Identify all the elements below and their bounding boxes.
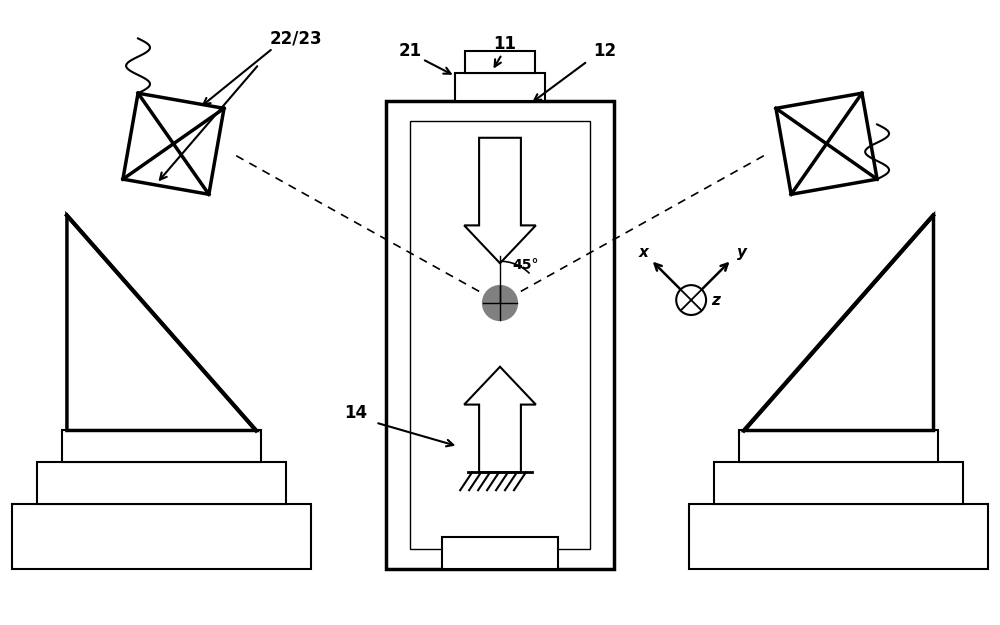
Polygon shape xyxy=(776,93,877,194)
Text: 22/23: 22/23 xyxy=(270,29,322,48)
Bar xyxy=(714,462,963,504)
Polygon shape xyxy=(744,216,933,431)
Bar xyxy=(37,462,286,504)
Bar xyxy=(62,431,261,462)
Text: 21: 21 xyxy=(399,42,422,60)
Text: 11: 11 xyxy=(493,35,516,53)
Circle shape xyxy=(483,286,517,321)
Bar xyxy=(465,51,535,73)
Bar xyxy=(386,101,614,569)
Text: 14: 14 xyxy=(344,404,367,421)
Text: 45°: 45° xyxy=(512,258,538,272)
Polygon shape xyxy=(67,216,256,431)
Bar xyxy=(410,121,590,549)
Polygon shape xyxy=(464,367,536,472)
Bar xyxy=(739,431,938,462)
Text: z: z xyxy=(711,292,720,308)
Bar xyxy=(455,73,545,101)
Text: y: y xyxy=(737,245,747,260)
Text: 12: 12 xyxy=(593,42,616,60)
Text: x: x xyxy=(639,245,649,260)
Bar xyxy=(12,504,311,569)
Bar xyxy=(689,504,988,569)
Circle shape xyxy=(676,285,706,315)
Polygon shape xyxy=(464,138,536,263)
Polygon shape xyxy=(123,93,224,194)
Bar xyxy=(442,537,558,569)
